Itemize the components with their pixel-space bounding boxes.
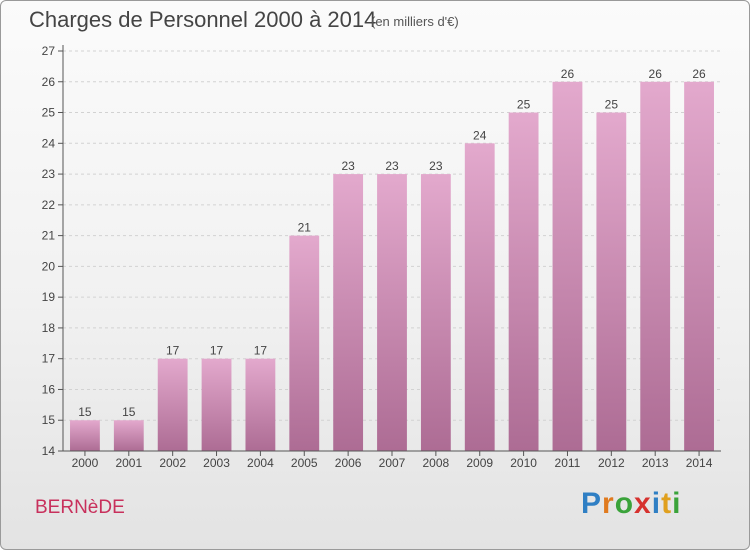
x-tick-label: 2004 bbox=[247, 456, 274, 470]
x-tick-label: 2012 bbox=[598, 456, 625, 470]
y-tick-label: 24 bbox=[42, 136, 56, 150]
bar bbox=[640, 81, 671, 452]
bar-value-label: 17 bbox=[166, 344, 180, 358]
bar-value-label: 26 bbox=[561, 67, 575, 81]
bar bbox=[113, 420, 144, 451]
y-tick-label: 18 bbox=[42, 321, 56, 335]
bar bbox=[464, 143, 495, 452]
x-tick-label: 2006 bbox=[335, 456, 362, 470]
bar-value-label: 15 bbox=[122, 405, 136, 419]
bar-value-label: 25 bbox=[605, 98, 619, 112]
bar-value-label: 23 bbox=[341, 159, 355, 173]
bar bbox=[333, 174, 364, 452]
bar bbox=[596, 112, 627, 452]
bar bbox=[420, 174, 451, 452]
labels: 14 15 16 17 18 19 20 21 22 23 24 25 26 27 15 2000 15 2001… bbox=[42, 44, 713, 470]
x-tick-label: 2008 bbox=[423, 456, 450, 470]
y-tick-label: 20 bbox=[42, 259, 56, 273]
bar-value-label: 23 bbox=[385, 159, 399, 173]
logo-letter: x bbox=[634, 487, 652, 520]
x-tick-label: 2009 bbox=[466, 456, 493, 470]
bar bbox=[157, 358, 188, 451]
x-tick-label: 2010 bbox=[510, 456, 537, 470]
bar-value-label: 25 bbox=[517, 98, 531, 112]
y-tick-label: 17 bbox=[42, 352, 56, 366]
x-tick-label: 2014 bbox=[686, 456, 713, 470]
x-tick-label: 2002 bbox=[159, 456, 186, 470]
logo-letter: P bbox=[581, 487, 603, 520]
y-tick-label: 23 bbox=[42, 167, 56, 181]
x-tick-label: 2007 bbox=[379, 456, 406, 470]
bar bbox=[70, 420, 100, 451]
x-tick-label: 2003 bbox=[203, 456, 230, 470]
y-tick-label: 25 bbox=[42, 106, 56, 120]
bar bbox=[289, 235, 320, 451]
logo-letter: r bbox=[602, 487, 615, 520]
y-tick-label: 14 bbox=[42, 444, 56, 458]
logo-letter: t bbox=[661, 487, 673, 520]
logo-letter: i bbox=[651, 487, 662, 520]
bar bbox=[377, 174, 407, 452]
bar bbox=[508, 112, 539, 452]
y-tick-label: 19 bbox=[42, 290, 56, 304]
x-tick-label: 2011 bbox=[555, 456, 581, 470]
bar-value-label: 21 bbox=[298, 221, 312, 235]
bar bbox=[552, 81, 583, 452]
commune-name: BERNèDE bbox=[35, 497, 125, 518]
bar-value-label: 26 bbox=[692, 67, 706, 81]
axes bbox=[58, 45, 721, 456]
chart-title: Charges de Personnel 2000 à 2014 bbox=[29, 7, 377, 32]
bar-value-label: 17 bbox=[254, 344, 268, 358]
proxiti-logo: Proxiti bbox=[581, 487, 681, 521]
logo-letter: i bbox=[672, 487, 682, 520]
y-tick-label: 22 bbox=[42, 198, 56, 212]
y-tick-label: 27 bbox=[42, 44, 56, 58]
x-tick-label: 2000 bbox=[72, 456, 99, 470]
x-tick-label: 2005 bbox=[291, 456, 318, 470]
x-tick-label: 2013 bbox=[642, 456, 669, 470]
bar-value-label: 26 bbox=[649, 67, 663, 81]
y-tick-label: 21 bbox=[42, 229, 56, 243]
logo-letter: o bbox=[614, 487, 635, 520]
bar bbox=[245, 358, 276, 451]
bar bbox=[684, 81, 714, 452]
x-tick-label: 2001 bbox=[115, 456, 142, 470]
bars bbox=[70, 81, 714, 452]
bar-value-label: 24 bbox=[473, 128, 487, 142]
bar-value-label: 23 bbox=[429, 159, 443, 173]
bar-value-label: 17 bbox=[210, 344, 224, 358]
chart-subtitle: (en milliers d'€) bbox=[371, 14, 459, 29]
y-tick-label: 16 bbox=[42, 382, 56, 396]
bar bbox=[201, 358, 232, 451]
bar-value-label: 15 bbox=[78, 405, 92, 419]
y-tick-label: 26 bbox=[42, 75, 56, 89]
y-tick-label: 15 bbox=[42, 413, 56, 427]
